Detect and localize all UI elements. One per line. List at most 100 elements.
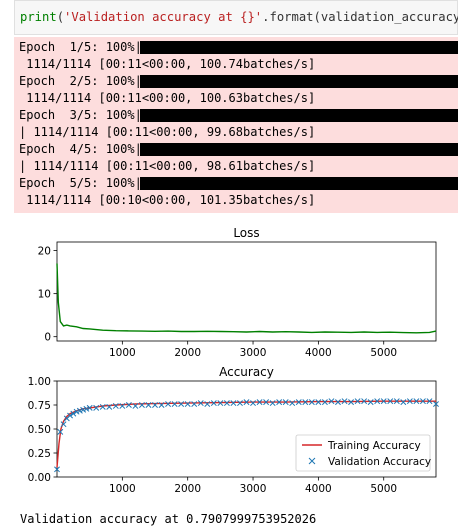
code-cell[interactable]: print('Validation accuracy at {}'.format… bbox=[14, 0, 458, 35]
accuracy-point-marker bbox=[308, 399, 315, 406]
accuracy-point-marker bbox=[171, 401, 178, 407]
accuracy-point-marker bbox=[125, 402, 132, 408]
accuracy-point-marker bbox=[145, 402, 152, 408]
loss-series-line bbox=[56, 263, 437, 334]
accuracy-legend-marker bbox=[308, 457, 316, 465]
accuracy-point-marker bbox=[138, 402, 145, 408]
accuracy-point-marker bbox=[426, 398, 433, 405]
progress-output: Epoch 1/5: 100%| 1114/1114 [00:11<00:00,… bbox=[14, 37, 458, 213]
accuracy-xtick-label: 2000 bbox=[174, 483, 201, 495]
accuracy-point-marker bbox=[54, 466, 60, 473]
accuracy-point-marker bbox=[230, 400, 237, 407]
accuracy-point-marker bbox=[413, 398, 420, 405]
accuracy-point-marker bbox=[302, 399, 309, 406]
accuracy-title: Accuracy bbox=[219, 365, 274, 379]
accuracy-ytick-label: 0.50 bbox=[28, 424, 51, 436]
accuracy-point-marker bbox=[204, 401, 211, 407]
accuracy-point-marker bbox=[289, 400, 296, 407]
loss-ytick-label: 10 bbox=[38, 289, 51, 301]
accuracy-point-marker bbox=[419, 398, 426, 405]
epoch-4-progress-bar bbox=[140, 143, 458, 156]
accuracy-point-marker bbox=[112, 403, 119, 409]
loss-xtick-label: 1000 bbox=[109, 347, 136, 359]
accuracy-point-marker bbox=[315, 399, 322, 406]
accuracy-point-marker bbox=[197, 400, 204, 407]
accuracy-point-marker bbox=[354, 398, 361, 405]
accuracy-point-marker bbox=[374, 398, 381, 405]
accuracy-point-marker bbox=[237, 400, 243, 407]
accuracy-point-marker bbox=[73, 408, 80, 415]
accuracy-legend-box bbox=[295, 434, 431, 472]
accuracy-ytick-label: 1.00 bbox=[28, 376, 51, 388]
accuracy-point-marker bbox=[348, 399, 355, 406]
epoch-3-stats: | 1114/1114 [00:11<00:00, 99.68batches/s… bbox=[19, 125, 316, 139]
epoch-3-line: Epoch 3/5: 100%| bbox=[19, 108, 142, 122]
accuracy-point-marker bbox=[119, 403, 126, 409]
accuracy-point-marker bbox=[217, 400, 224, 407]
loss-xtick-label: 4000 bbox=[305, 347, 332, 359]
epoch-1-stats: 1114/1114 [00:11<00:00, 100.74batches/s] bbox=[19, 57, 316, 71]
accuracy-point-marker bbox=[263, 399, 270, 406]
accuracy-xtick-label: 4000 bbox=[305, 483, 332, 495]
epoch-2-progress-bar bbox=[140, 75, 458, 88]
accuracy-point-marker bbox=[106, 403, 113, 410]
accuracy-series-line bbox=[56, 400, 436, 468]
accuracy-point-marker bbox=[76, 407, 83, 414]
accuracy-point-marker bbox=[295, 399, 302, 406]
accuracy-point-marker bbox=[335, 399, 341, 406]
loss-ytick-label: 0 bbox=[44, 332, 51, 344]
loss-xtick-label: 2000 bbox=[174, 347, 201, 359]
accuracy-point-marker bbox=[400, 399, 407, 406]
loss-xtick-label: 5000 bbox=[370, 347, 397, 359]
accuracy-point-marker bbox=[367, 399, 374, 406]
accuracy-point-marker bbox=[93, 404, 100, 411]
accuracy-point-marker bbox=[60, 421, 67, 428]
accuracy-point-marker bbox=[191, 401, 198, 407]
accuracy-point-marker bbox=[387, 398, 394, 405]
accuracy-point-marker bbox=[328, 398, 335, 405]
accuracy-point-marker bbox=[406, 398, 413, 405]
accuracy-point-marker bbox=[70, 410, 77, 417]
code-line[interactable]: print('Validation accuracy at {}'.format… bbox=[20, 10, 458, 24]
loss-ytick-label: 20 bbox=[38, 246, 51, 258]
epoch-4-stats: | 1114/1114 [00:11<00:00, 98.61batches/s… bbox=[19, 159, 316, 173]
accuracy-xtick-label: 5000 bbox=[370, 483, 397, 495]
accuracy-point-marker bbox=[210, 400, 217, 407]
accuracy-point-marker bbox=[223, 400, 230, 407]
accuracy-legend-label: Training Accuracy bbox=[327, 440, 421, 452]
epoch-4-line: Epoch 4/5: 100%| bbox=[19, 142, 142, 156]
epoch-5-progress-bar bbox=[140, 177, 458, 190]
accuracy-legend-label: Validation Accuracy bbox=[328, 456, 431, 468]
accuracy-point-marker bbox=[256, 399, 263, 406]
accuracy-point-marker bbox=[86, 404, 93, 411]
accuracy-point-marker bbox=[250, 400, 256, 407]
accuracy-ytick-label: 0.00 bbox=[28, 472, 51, 484]
accuracy-point-marker bbox=[380, 398, 387, 405]
accuracy-point-marker bbox=[152, 402, 158, 408]
accuracy-point-marker bbox=[269, 400, 276, 407]
accuracy-point-marker bbox=[184, 401, 191, 407]
loss-title: Loss bbox=[233, 226, 259, 240]
accuracy-point-marker bbox=[361, 398, 368, 405]
figure: Loss 1000 2000 3000 4000 5000 0 10 20 Accuracy 100… bbox=[28, 226, 439, 495]
accuracy-xtick-label: 1000 bbox=[109, 483, 136, 495]
code-string: 'Validation accuracy at {}' bbox=[64, 10, 263, 24]
epoch-5-line: Epoch 5/5: 100%| bbox=[19, 176, 142, 190]
code-rest: .format(validation_accuracy)) bbox=[262, 10, 458, 24]
accuracy-point-marker bbox=[80, 406, 87, 413]
loss-xtick-label: 3000 bbox=[240, 347, 267, 359]
accuracy-point-marker bbox=[158, 402, 165, 408]
accuracy-point-marker bbox=[178, 401, 185, 407]
epoch-1-progress-bar bbox=[140, 41, 458, 54]
epoch-1-line: Epoch 1/5: 100%| bbox=[19, 40, 142, 54]
accuracy-point-marker bbox=[433, 401, 439, 407]
code-paren: ( bbox=[56, 10, 65, 24]
loss-plot-frame bbox=[56, 241, 437, 342]
accuracy-point-marker bbox=[393, 398, 400, 405]
accuracy-point-marker bbox=[165, 401, 172, 407]
epoch-2-stats: 1114/1114 [00:11<00:00, 100.63batches/s] bbox=[19, 91, 316, 105]
accuracy-point-marker bbox=[57, 428, 64, 435]
accuracy-point-marker bbox=[83, 405, 90, 412]
validation-accuracy-output: Validation accuracy at 0.790799975395202… bbox=[20, 512, 317, 526]
accuracy-point-marker bbox=[282, 399, 289, 406]
